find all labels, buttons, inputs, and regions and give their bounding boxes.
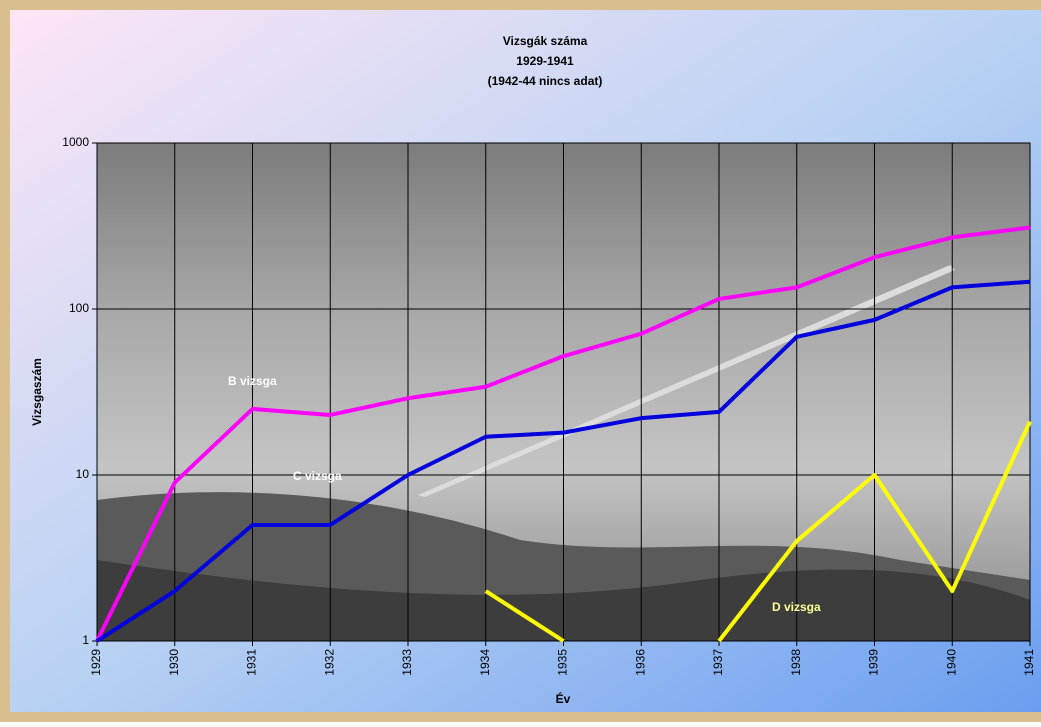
y-tick-label: 10 xyxy=(76,467,90,481)
series-label: D vizsga xyxy=(772,600,821,614)
chart: Vizsgák száma 1929-1941 (1942-44 nincs a… xyxy=(0,0,1041,722)
chart-note: (1942-44 nincs adat) xyxy=(488,74,603,88)
x-tick-label: 1932 xyxy=(322,649,336,676)
chart-subtitle: 1929-1941 xyxy=(516,54,574,68)
x-tick-label: 1936 xyxy=(633,649,647,676)
y-axis-label: Vizsgaszám xyxy=(30,358,44,426)
series-label: B vizsga xyxy=(228,374,277,388)
x-tick-label: 1938 xyxy=(789,649,803,676)
x-tick-label: 1933 xyxy=(400,649,414,676)
chart-title: Vizsgák száma xyxy=(503,34,588,48)
x-tick-label: 1937 xyxy=(711,649,725,676)
x-tick-label: 1935 xyxy=(556,649,570,676)
x-axis-label: Év xyxy=(556,691,571,706)
x-tick-label: 1940 xyxy=(944,649,958,676)
x-tick-label: 1929 xyxy=(89,649,103,676)
series-label: C vizsga xyxy=(293,469,342,483)
y-tick-label: 1 xyxy=(82,633,89,647)
x-tick-label: 1930 xyxy=(167,649,181,676)
x-tick-label: 1934 xyxy=(478,649,492,676)
x-tick-label: 1941 xyxy=(1022,649,1036,676)
x-tick-label: 1939 xyxy=(867,649,881,676)
y-tick-label: 1000 xyxy=(62,135,89,149)
x-tick-label: 1931 xyxy=(245,649,259,676)
y-tick-label: 100 xyxy=(69,301,89,315)
